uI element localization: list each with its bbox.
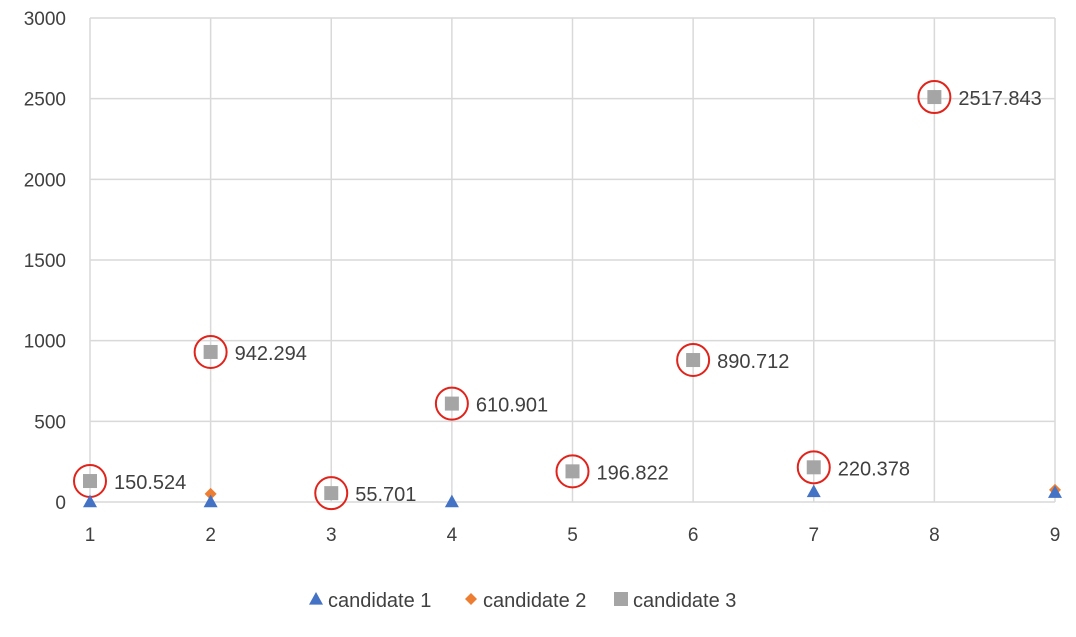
data-point — [204, 487, 217, 500]
x-tick-label: 3 — [326, 525, 337, 546]
data-label: 942.294 — [235, 343, 307, 365]
data-point — [1048, 485, 1062, 498]
data-point — [806, 460, 821, 475]
data-label: 55.701 — [355, 484, 416, 506]
highlight-circle — [434, 386, 469, 421]
highlight-circle — [193, 334, 228, 369]
data-label: 2517.843 — [958, 88, 1041, 110]
legend-marker — [309, 592, 323, 605]
data-point — [686, 353, 701, 368]
highlight-circle — [314, 476, 349, 511]
legend: candidate 1 candidate 2 candidate 3 — [309, 590, 736, 612]
data-point — [927, 90, 942, 105]
legend-label: candidate 1 — [328, 590, 431, 612]
data-point — [203, 344, 218, 359]
data-point — [83, 474, 97, 489]
x-tick-label: 2 — [205, 525, 216, 546]
y-tick-label: 500 — [34, 412, 66, 433]
x-tick-label: 7 — [808, 525, 819, 546]
highlight-circle — [917, 80, 952, 115]
data-point — [565, 464, 580, 479]
highlight-circle — [796, 450, 831, 485]
data-series — [73, 80, 1062, 511]
data-label: 220.378 — [838, 458, 910, 480]
legend-label: candidate 3 — [633, 590, 736, 612]
legend-item: candidate 2 — [465, 590, 586, 612]
data-label: 196.822 — [597, 462, 669, 484]
x-tick-label: 6 — [688, 525, 699, 546]
data-labels: 150.524 942.294 55.701 610.901 196.822 890.71… — [114, 88, 1042, 506]
data-label: 150.524 — [114, 472, 186, 494]
x-tick-label: 4 — [447, 525, 458, 546]
data-point — [444, 494, 459, 508]
highlight-circle — [555, 454, 590, 489]
x-tick-label: 5 — [567, 525, 578, 546]
y-tick-label: 2500 — [24, 90, 66, 111]
legend-item: candidate 1 — [309, 590, 431, 612]
y-tick-label: 1500 — [24, 251, 66, 272]
x-tick-label: 1 — [85, 525, 96, 546]
series-candidate-1 — [83, 484, 1062, 508]
y-tick-label: 1000 — [24, 332, 66, 353]
x-tick-label: 8 — [929, 525, 940, 546]
data-point — [83, 494, 97, 508]
legend-marker — [614, 592, 628, 606]
y-tick-label: 3000 — [24, 9, 66, 30]
y-tick-label: 2000 — [24, 170, 66, 191]
grid-lines — [89, 17, 1056, 503]
data-point — [203, 494, 218, 508]
data-point — [444, 396, 459, 411]
data-label: 890.712 — [717, 351, 789, 373]
legend-marker — [465, 593, 477, 605]
legend-label: candidate 2 — [483, 590, 586, 612]
data-point — [806, 484, 821, 498]
axis-tick-labels: 0 500 1000 1500 2000 2500 3000 1 2 3 4 5 6 7 8 9 — [24, 9, 1061, 546]
legend-item: candidate 3 — [614, 590, 736, 612]
y-tick-label: 0 — [55, 493, 66, 514]
x-tick-label: 9 — [1050, 525, 1061, 546]
data-point — [324, 486, 339, 501]
highlight-circle — [676, 343, 711, 378]
data-label: 610.901 — [476, 395, 548, 417]
